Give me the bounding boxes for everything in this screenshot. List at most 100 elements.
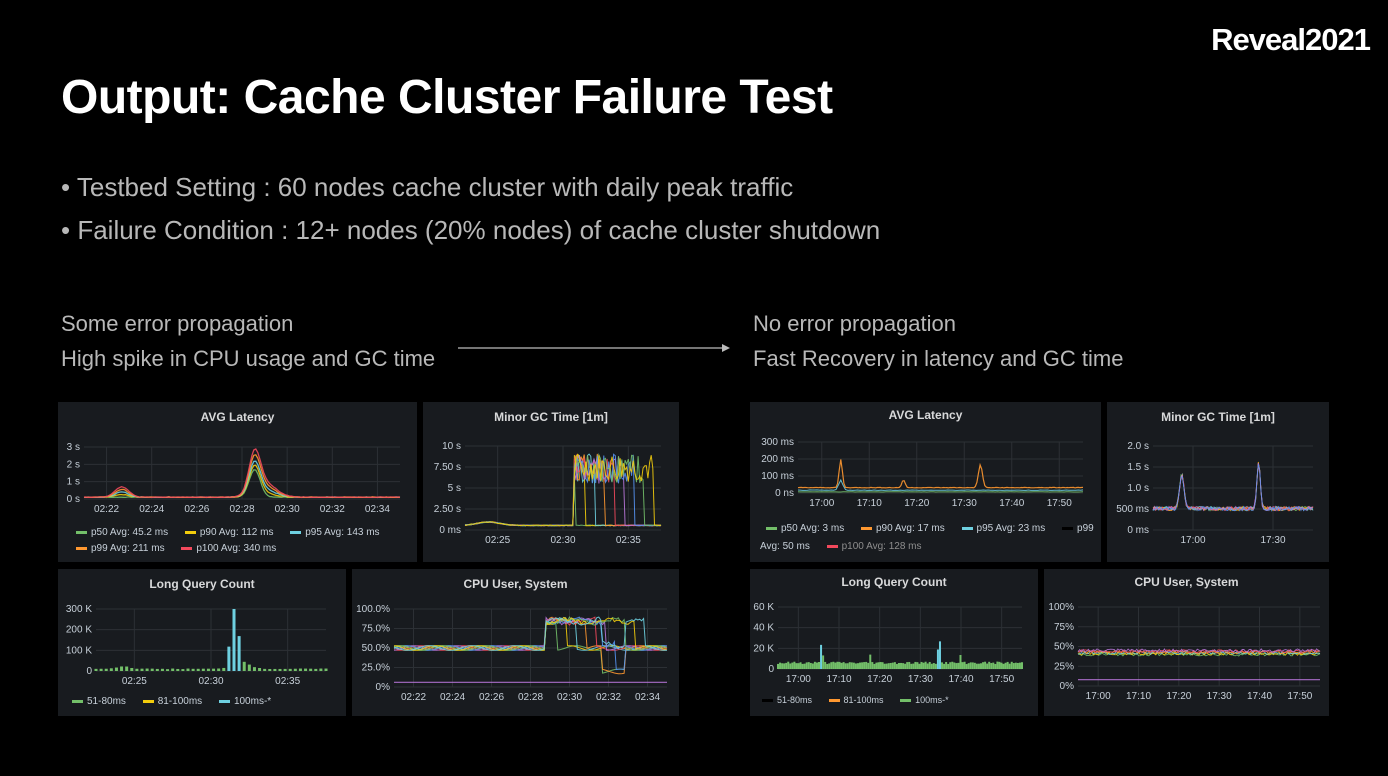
x-tick-label: 02:22 [401, 692, 426, 703]
x-tick-label: 02:35 [275, 676, 300, 687]
right-avg-latency-chart: 300 ms 200 ms 100 ms 0 ns 17:00 17:10 17:20 17:… [761, 437, 1084, 509]
query-bar [975, 663, 978, 669]
query-bar [120, 666, 124, 671]
p90-line [797, 459, 1084, 489]
query-bar [988, 661, 991, 669]
left-cpu-panel[interactable]: CPU User, System 100.0% 75.0% 50.0% 25.0% 0%… [352, 569, 679, 716]
y-tick-label: 75% [1054, 622, 1074, 633]
query-bar [965, 664, 968, 669]
y-tick-label: 0% [1060, 681, 1075, 692]
legend-swatch [76, 546, 87, 550]
bullet-list: • Testbed Setting : 60 nodes cache clust… [61, 166, 880, 252]
query-bar [783, 663, 786, 669]
query-bar [936, 649, 939, 669]
legend-p95[interactable]: p95 Avg: 23 ms [956, 523, 1045, 534]
query-bar [973, 662, 976, 669]
query-bar [842, 662, 845, 669]
query-bar [298, 668, 302, 671]
right-caption-line-1: No error propagation [753, 311, 957, 336]
query-bar [887, 663, 890, 669]
query-bar [945, 661, 948, 669]
query-bar [242, 661, 246, 671]
left-long-query-panel[interactable]: Long Query Count 300 K 200 K 100 K 0 02:25 02… [58, 569, 346, 716]
query-bar [867, 662, 870, 669]
y-tick-label: 3 s [67, 442, 80, 453]
legend-p95[interactable]: p95 Avg: 143 ms [284, 527, 380, 538]
legend-label: 100ms-* [915, 695, 949, 705]
query-bar [943, 663, 946, 669]
left-gc-time-panel[interactable]: Minor GC Time [1m] 10 s 7.50 s 5 s 2.50 s 0 … [423, 402, 679, 562]
legend-p99[interactable]: p99 Avg: 50 ms [760, 523, 1094, 552]
query-bar [801, 663, 804, 669]
x-tick-label: 02:35 [616, 535, 641, 546]
legend-p99[interactable]: p99 Avg: 211 ms [70, 543, 165, 554]
left-cpu-chart: 100.0% 75.0% 50.0% 25.0% 0% 02:22 02:24 02:26 02… [356, 604, 668, 703]
legend-swatch [826, 544, 838, 548]
query-bar [846, 663, 849, 669]
query-bar [171, 668, 175, 671]
query-bar [217, 668, 221, 671]
legend-100ms[interactable]: 100ms-* [894, 695, 949, 705]
query-bar [826, 663, 829, 669]
x-tick-label: 02:30 [550, 535, 575, 546]
query-bar [803, 663, 806, 669]
left-long-query-chart: 300 K 200 K 100 K 0 02:25 02:30 02:35 [66, 604, 328, 687]
right-long-query-panel[interactable]: Long Query Count 60 K 40 K 20 K 0 17:00 17:10… [750, 569, 1038, 716]
query-bar [799, 662, 802, 669]
x-tick-label: 17:10 [1126, 691, 1151, 702]
query-bar [873, 663, 876, 669]
x-tick-label: 02:32 [320, 504, 345, 515]
legend-81-100ms[interactable]: 81-100ms [823, 695, 884, 705]
y-tick-label: 100 K [66, 645, 92, 656]
legend-100ms[interactable]: 100ms-* [213, 696, 271, 707]
x-tick-label: 02:22 [94, 504, 119, 515]
query-bar [278, 668, 282, 671]
y-tick-label: 2.50 s [434, 504, 461, 515]
query-bar [822, 655, 825, 669]
left-avg-latency-panel[interactable]: AVG Latency 3 s 2 s 1 s 0 s 02:22 02:24 02:26 0… [58, 402, 417, 562]
query-bar [949, 662, 952, 669]
query-bar [990, 663, 993, 669]
query-bar [1018, 662, 1021, 669]
x-tick-label: 02:30 [198, 676, 223, 687]
query-bar [938, 641, 941, 669]
legend-51-80ms[interactable]: 51-80ms [756, 695, 812, 705]
query-bar [852, 662, 855, 669]
query-bar [856, 663, 859, 669]
legend-81-100ms[interactable]: 81-100ms [137, 696, 202, 707]
query-bar [1016, 662, 1019, 669]
y-tick-label: 300 ms [761, 437, 794, 448]
legend-p50[interactable]: p50 Avg: 45.2 ms [70, 527, 168, 538]
legend-swatch [218, 699, 230, 703]
right-avg-latency-legend: p50 Avg: 3 ms p90 Avg: 17 ms p95 Avg: 23… [760, 520, 1095, 556]
legend-p90[interactable]: p90 Avg: 112 ms [179, 527, 273, 538]
query-bar [145, 668, 149, 671]
x-tick-label: 17:30 [1207, 691, 1232, 702]
right-avg-latency-panel[interactable]: AVG Latency 300 ms 200 ms 100 ms 0 ns 17:00 1… [750, 402, 1101, 562]
right-cpu-panel[interactable]: CPU User, System 100% 75% 50% 25% 0% 17:00 17:… [1044, 569, 1329, 716]
legend-p90[interactable]: p90 Avg: 17 ms [855, 523, 945, 534]
query-bar [130, 667, 134, 671]
right-gc-time-panel[interactable]: Minor GC Time [1m] 2.0 s 1.5 s 1.0 s 500 ms… [1107, 402, 1329, 562]
query-bar [930, 663, 933, 669]
legend-p100[interactable]: p100 Avg: 128 ms [821, 541, 922, 552]
left-gc-time-chart: 10 s 7.50 s 5 s 2.50 s 0 ms 02:25 02:30 02:35 [434, 441, 662, 546]
legend-p100[interactable]: p100 Avg: 340 ms [175, 543, 276, 554]
bullet-testbed: • Testbed Setting : 60 nodes cache clust… [61, 172, 794, 202]
query-bar [994, 663, 997, 669]
legend-51-80ms[interactable]: 51-80ms [66, 696, 126, 707]
legend-swatch [142, 699, 154, 703]
query-bar [854, 663, 857, 669]
left-caption: Some error propagation High spike in CPU… [61, 306, 435, 376]
y-tick-label: 25.0% [362, 663, 390, 674]
query-bar [293, 668, 297, 671]
query-bar [1000, 662, 1003, 669]
query-bar [805, 662, 808, 669]
cpu-line [1077, 649, 1321, 655]
x-tick-label: 02:25 [122, 676, 147, 687]
legend-label: p90 Avg: 17 ms [875, 523, 945, 534]
x-tick-label: 02:26 [184, 504, 209, 515]
query-bar [186, 668, 190, 671]
legend-label: p100 Avg: 340 ms [196, 543, 277, 554]
legend-p50[interactable]: p50 Avg: 3 ms [760, 523, 844, 534]
